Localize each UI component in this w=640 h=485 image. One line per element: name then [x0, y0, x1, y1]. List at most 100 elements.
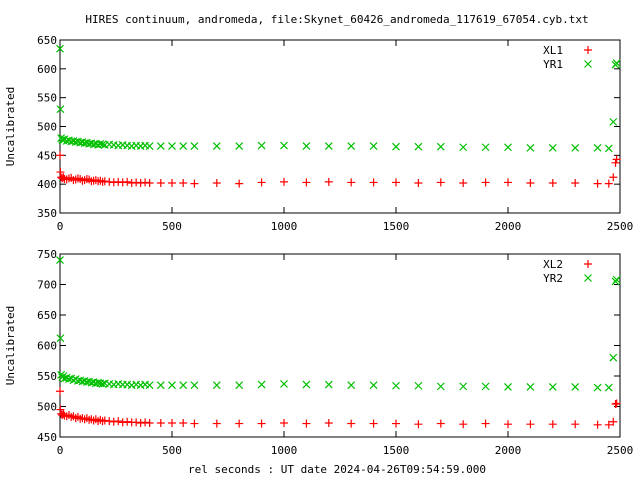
series-XL2 — [56, 387, 621, 429]
legend-label: YR1 — [543, 58, 563, 71]
y-tick-label: 350 — [37, 207, 57, 220]
y-tick-label: 700 — [37, 279, 57, 292]
data-point — [190, 142, 199, 151]
x-tick-label: 2500 — [607, 220, 634, 233]
y-tick-label: 750 — [37, 248, 57, 261]
data-point — [414, 420, 423, 429]
y-tick-label: 650 — [37, 34, 57, 47]
legend-marker — [584, 274, 592, 282]
data-point — [302, 419, 311, 428]
data-point — [571, 420, 580, 429]
series-YR2 — [56, 256, 621, 392]
x-tick-label: 1500 — [383, 444, 410, 457]
data-point — [156, 381, 165, 390]
data-point — [347, 142, 356, 151]
data-point — [504, 383, 512, 391]
legend-label: YR2 — [543, 272, 563, 285]
y-tick-label: 550 — [37, 92, 57, 105]
data-point — [132, 418, 141, 427]
data-point — [609, 353, 618, 362]
data-point — [190, 179, 199, 188]
y-axis-label: Uncalibrated — [4, 306, 17, 385]
legend-marker — [584, 46, 592, 54]
chart-panel-2: 450 500 550 600 650 700 750 0 500 1000 1500 2000 250… — [4, 248, 633, 457]
data-point — [190, 419, 199, 428]
data-point — [612, 399, 621, 408]
data-point — [392, 178, 400, 187]
data-point — [302, 178, 311, 187]
data-point — [212, 419, 221, 428]
data-point — [114, 417, 123, 426]
data-point — [105, 417, 114, 426]
data-point — [96, 139, 105, 148]
data-point — [526, 143, 535, 152]
data-point — [347, 419, 356, 428]
data-point — [56, 151, 64, 160]
data-point — [123, 417, 132, 426]
y-tick-label: 450 — [37, 149, 57, 162]
legend-label: XL1 — [543, 44, 563, 57]
data-point — [609, 117, 618, 126]
data-point — [369, 178, 378, 187]
data-point — [612, 59, 621, 67]
data-point — [414, 381, 423, 390]
y-tick-label: 550 — [37, 370, 57, 383]
data-point — [609, 173, 618, 182]
data-point — [56, 334, 65, 343]
chart-panel-1: 350 400 450 500 550 600 650 0 500 1000 1500 2000 250… — [4, 34, 633, 233]
data-point — [369, 419, 378, 428]
legend-label: XL2 — [543, 258, 563, 271]
data-point — [436, 382, 445, 391]
data-point — [235, 381, 244, 390]
data-point — [179, 142, 188, 151]
data-point — [347, 178, 356, 187]
data-point — [414, 142, 423, 151]
data-point — [526, 179, 535, 188]
data-point — [324, 177, 333, 186]
data-point — [604, 420, 613, 429]
data-point — [459, 382, 468, 391]
data-point — [257, 178, 266, 187]
data-point — [324, 142, 333, 151]
data-point — [414, 179, 423, 188]
y-tick-label: 500 — [37, 401, 57, 414]
data-point — [280, 177, 288, 186]
data-point — [168, 418, 176, 427]
data-point — [481, 419, 490, 428]
data-point — [324, 418, 333, 427]
data-point — [436, 178, 445, 187]
data-point — [526, 420, 535, 429]
data-point — [347, 381, 356, 390]
data-point — [136, 418, 145, 427]
data-point — [56, 44, 64, 53]
data-point — [190, 381, 199, 390]
data-point — [459, 420, 468, 429]
y-tick-label: 650 — [37, 309, 57, 322]
x-tick-label: 0 — [57, 220, 64, 233]
data-point — [611, 400, 620, 409]
data-point — [280, 141, 288, 150]
data-point — [280, 418, 288, 427]
data-point — [94, 378, 103, 387]
data-point — [156, 142, 165, 151]
data-point — [257, 419, 266, 428]
data-point — [56, 256, 64, 265]
data-point — [56, 405, 65, 414]
data-point — [257, 380, 266, 389]
data-point — [56, 387, 64, 396]
data-point — [526, 383, 535, 391]
data-point — [212, 381, 221, 390]
chart-title: HIRES continuum, andromeda, file:Skynet_… — [85, 13, 588, 26]
data-point — [156, 418, 165, 427]
x-tick-label: 2000 — [495, 444, 522, 457]
data-point — [459, 143, 468, 152]
data-point — [179, 179, 188, 188]
y-tick-label: 600 — [37, 63, 57, 76]
data-point — [212, 142, 221, 151]
data-point — [56, 168, 65, 177]
data-point — [548, 383, 557, 391]
data-point — [392, 381, 400, 390]
x-tick-label: 1500 — [383, 220, 410, 233]
data-point — [593, 383, 602, 392]
